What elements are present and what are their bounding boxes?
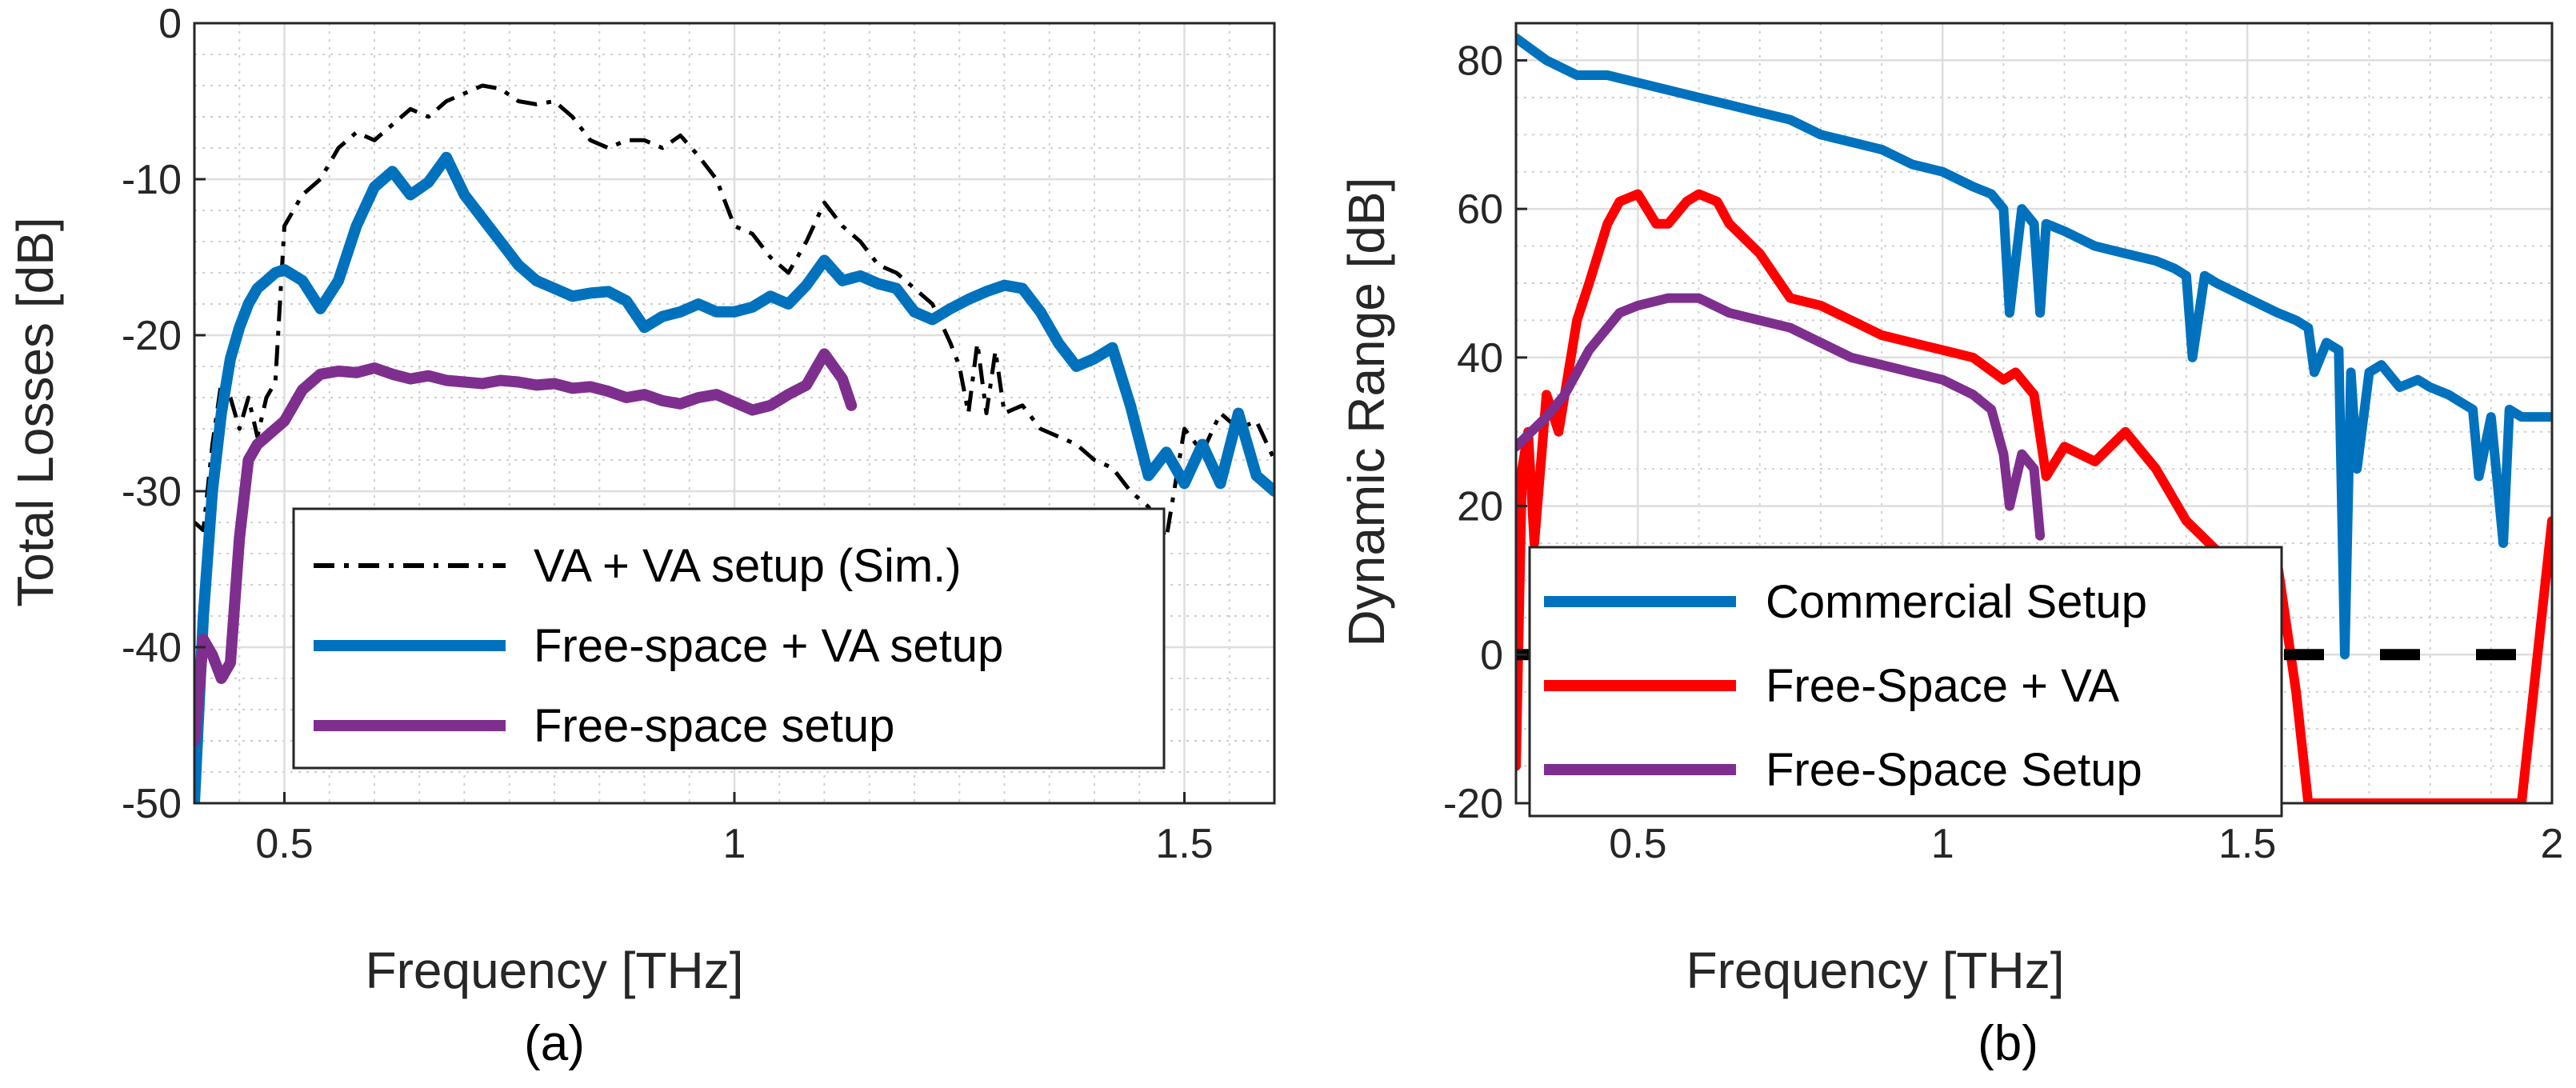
panel-a: 0.5 1 1.5 -50 -40 -30 -20 -10 0 Frequency [THz]… (6, 1, 1276, 1071)
panel-b: 0.5 1 1.5 2 -20 0 20 40 60 80 Frequency [THz] Dy… (1338, 22, 2563, 1071)
panel-a-legend: VA + VA setup (Sim.) Free-space + VA set… (292, 507, 1166, 770)
panel-b-series-line-1 (1516, 189, 2552, 803)
panel-b-y-tick-label: 60 (1457, 186, 1503, 233)
panel-b-x-tick-label: 1.5 (2218, 821, 2276, 867)
panel-b-caption: (b) (1978, 1016, 2038, 1071)
panel-b-legend-label-0: Commercial Setup (1766, 576, 2147, 628)
panel-a-series (194, 83, 1274, 803)
panel-b-legend-label-2: Free-Space Setup (1766, 744, 2142, 796)
panel-b-y-tick-label: 40 (1457, 335, 1503, 382)
panel-a-legend-label-0: VA + VA setup (Sim.) (534, 540, 962, 592)
panel-a-y-tick-label: -20 (122, 313, 182, 359)
panel-a-y-axis-label: Total Losses [dB] (6, 217, 64, 606)
panel-b-y-ticks: -20 0 20 40 60 80 (1443, 38, 1527, 827)
panel-a-y-tick-label: -10 (122, 157, 182, 203)
panel-a-legend-label-2: Free-space setup (534, 700, 894, 752)
panel-a-caption: (a) (524, 1016, 585, 1071)
panel-a-x-tick-label: 0.5 (255, 821, 313, 867)
panel-b-y-tick-label: -20 (1443, 781, 1503, 827)
panel-a-series-line-0 (194, 83, 1274, 540)
panel-b-x-axis-label: Frequency [THz] (1686, 942, 2064, 999)
panel-b-series-line-0 (1516, 33, 2552, 660)
panel-b-legend-label-1: Free-Space + VA (1766, 660, 2120, 712)
panel-b-y-tick-label: 0 (1480, 632, 1503, 678)
panel-a-x-ticks: 0.5 1 1.5 (255, 792, 1214, 867)
panel-b-x-tick-label: 0.5 (1609, 821, 1666, 867)
panel-a-y-ticks: -50 -40 -30 -20 -10 0 (122, 1, 206, 827)
panel-b-series-line-2 (1516, 293, 2046, 541)
panel-b-y-axis-label: Dynamic Range [dB] (1338, 178, 1395, 647)
panel-a-y-tick-label: 0 (158, 1, 182, 47)
panel-b-x-tick-label: 2 (2541, 821, 2564, 867)
panel-a-y-tick-label: -30 (122, 469, 182, 515)
panel-a-x-tick-label: 1 (723, 821, 746, 867)
panel-a-x-axis-label: Frequency [THz] (365, 942, 743, 999)
panel-a-y-tick-label: -50 (122, 781, 182, 827)
panel-a-legend-label-1: Free-space + VA setup (534, 620, 1003, 672)
panel-a-series-line-1 (194, 151, 1274, 803)
panel-b-legend: Commercial Setup Free-Space + VA Free-Sp… (1528, 546, 2283, 818)
panel-a-series-line-2 (194, 348, 858, 746)
panel-b-x-ticks: 0.5 1 1.5 2 (1609, 792, 2563, 867)
panel-b-y-tick-label: 80 (1457, 38, 1503, 84)
panel-b-x-tick-label: 1 (1931, 821, 1954, 867)
panel-a-x-tick-label: 1.5 (1155, 821, 1213, 867)
panel-a-y-tick-label: -40 (122, 625, 182, 671)
panel-b-series (1516, 33, 2552, 803)
panel-b-y-tick-label: 20 (1457, 484, 1503, 530)
